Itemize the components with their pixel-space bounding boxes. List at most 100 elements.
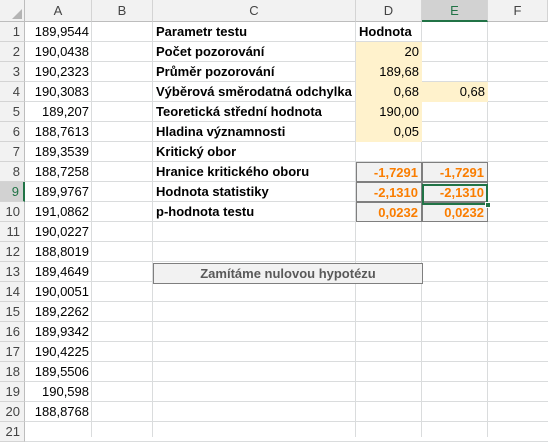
gridline-horizontal [25,241,548,242]
cell-d10[interactable]: 0,0232 [356,202,422,222]
gridline-vertical [487,22,488,437]
gridline-horizontal [25,421,548,422]
row-header-18[interactable]: 18 [0,362,25,382]
row-header-1[interactable]: 1 [0,22,25,42]
cell-a6[interactable]: 188,7613 [34,124,89,139]
select-all-corner[interactable] [0,0,25,22]
cell-a19[interactable]: 190,598 [42,384,89,399]
cell-e9[interactable]: -2,1310 [422,182,488,202]
cell-c4[interactable]: Výběrová směrodatná odchylka [156,84,352,99]
row-header-11[interactable]: 11 [0,222,25,242]
column-header-b[interactable]: B [92,0,153,22]
row-header-5[interactable]: 5 [0,102,25,122]
cell-a20[interactable]: 188,8768 [34,404,89,419]
row-header-7[interactable]: 7 [0,142,25,162]
gridline-horizontal [25,121,548,122]
row-header-12[interactable]: 12 [0,242,25,262]
column-header-d[interactable]: D [356,0,422,22]
row-header-19[interactable]: 19 [0,382,25,402]
column-header-c[interactable]: C [153,0,356,22]
cell-a8[interactable]: 188,7258 [34,164,89,179]
cell-a14[interactable]: 190,0051 [34,284,89,299]
row-header-4[interactable]: 4 [0,82,25,102]
result-banner[interactable]: Zamítáme nulovou hypotézu [153,263,423,284]
cell-d5[interactable]: 190,00 [356,102,422,122]
cell-e4[interactable]: 0,68 [422,82,488,102]
cell-c9[interactable]: Hodnota statistiky [156,184,269,199]
gridline-horizontal [25,161,548,162]
gridline-horizontal [25,261,548,262]
cell-a11[interactable]: 190,0227 [34,224,89,239]
cell-a1[interactable]: 189,9544 [34,24,89,39]
gridline-horizontal [25,201,548,202]
cell-c3[interactable]: Průměr pozorování [156,64,275,79]
row-header-17[interactable]: 17 [0,342,25,362]
cell-c2[interactable]: Počet pozorování [156,44,265,59]
active-cell-selection [422,184,488,205]
column-header-f[interactable]: F [488,0,548,22]
cell-a17[interactable]: 190,4225 [34,344,89,359]
gridline-horizontal [25,181,548,182]
row-header-2[interactable]: 2 [0,42,25,62]
column-header-a[interactable]: A [25,0,92,22]
gridline-horizontal [25,341,548,342]
row-header-21[interactable]: 21 [0,422,25,442]
row-header-20[interactable]: 20 [0,402,25,422]
row-header-14[interactable]: 14 [0,282,25,302]
gridline-vertical [421,22,422,437]
select-all-triangle [12,9,22,19]
gridline-horizontal [25,321,548,322]
cell-d3[interactable]: 189,68 [356,62,422,82]
cell-a13[interactable]: 189,4649 [34,264,89,279]
cell-c10[interactable]: p-hodnota testu [156,204,255,219]
gridline-vertical [355,22,356,437]
cell-a18[interactable]: 189,5506 [34,364,89,379]
gridline-horizontal [25,141,548,142]
gridline-horizontal [25,301,548,302]
cell-e10[interactable]: 0,0232 [422,202,488,222]
cell-c1[interactable]: Parametr testu [156,24,248,39]
fill-handle[interactable] [485,202,491,208]
cell-a12[interactable]: 188,8019 [34,244,89,259]
cell-d6[interactable]: 0,05 [356,122,422,142]
cell-d9[interactable]: -2,1310 [356,182,422,202]
cell-a5[interactable]: 189,207 [42,104,89,119]
cell-a10[interactable]: 191,0862 [34,204,89,219]
column-header-e[interactable]: E [422,0,488,22]
cell-a16[interactable]: 189,9342 [34,324,89,339]
gridline-vertical [152,22,153,437]
cell-c8[interactable]: Hranice kritického oboru [156,164,310,179]
gridline-horizontal [25,41,548,42]
cell-a3[interactable]: 190,2323 [34,64,89,79]
cell-a15[interactable]: 189,2262 [34,304,89,319]
row-header-15[interactable]: 15 [0,302,25,322]
cell-a9[interactable]: 189,9767 [34,184,89,199]
gridline-horizontal [25,221,548,222]
cell-c7[interactable]: Kritický obor [156,144,237,159]
row-header-10[interactable]: 10 [0,202,25,222]
cell-a2[interactable]: 190,0438 [34,44,89,59]
gridline-horizontal [25,61,548,62]
cell-d1[interactable]: Hodnota [359,24,412,39]
cell-a4[interactable]: 190,3083 [34,84,89,99]
row-header-13[interactable]: 13 [0,262,25,282]
gridline-horizontal [25,101,548,102]
cell-d2[interactable]: 20 [356,42,422,62]
cell-d8[interactable]: -1,7291 [356,162,422,182]
row-header-8[interactable]: 8 [0,162,25,182]
row-header-16[interactable]: 16 [0,322,25,342]
row-header-9[interactable]: 9 [0,182,25,202]
row-header-3[interactable]: 3 [0,62,25,82]
cell-e8[interactable]: -1,7291 [422,162,488,182]
gridline-horizontal [25,361,548,362]
gridline-horizontal [25,381,548,382]
cell-c5[interactable]: Teoretická střední hodnota [156,104,322,119]
gridline-vertical [91,22,92,437]
cell-c6[interactable]: Hladina významnosti [156,124,286,139]
cell-a7[interactable]: 189,3539 [34,144,89,159]
cell-d4[interactable]: 0,68 [356,82,422,102]
row-header-6[interactable]: 6 [0,122,25,142]
gridline-horizontal [25,401,548,402]
gridline-horizontal [25,81,548,82]
